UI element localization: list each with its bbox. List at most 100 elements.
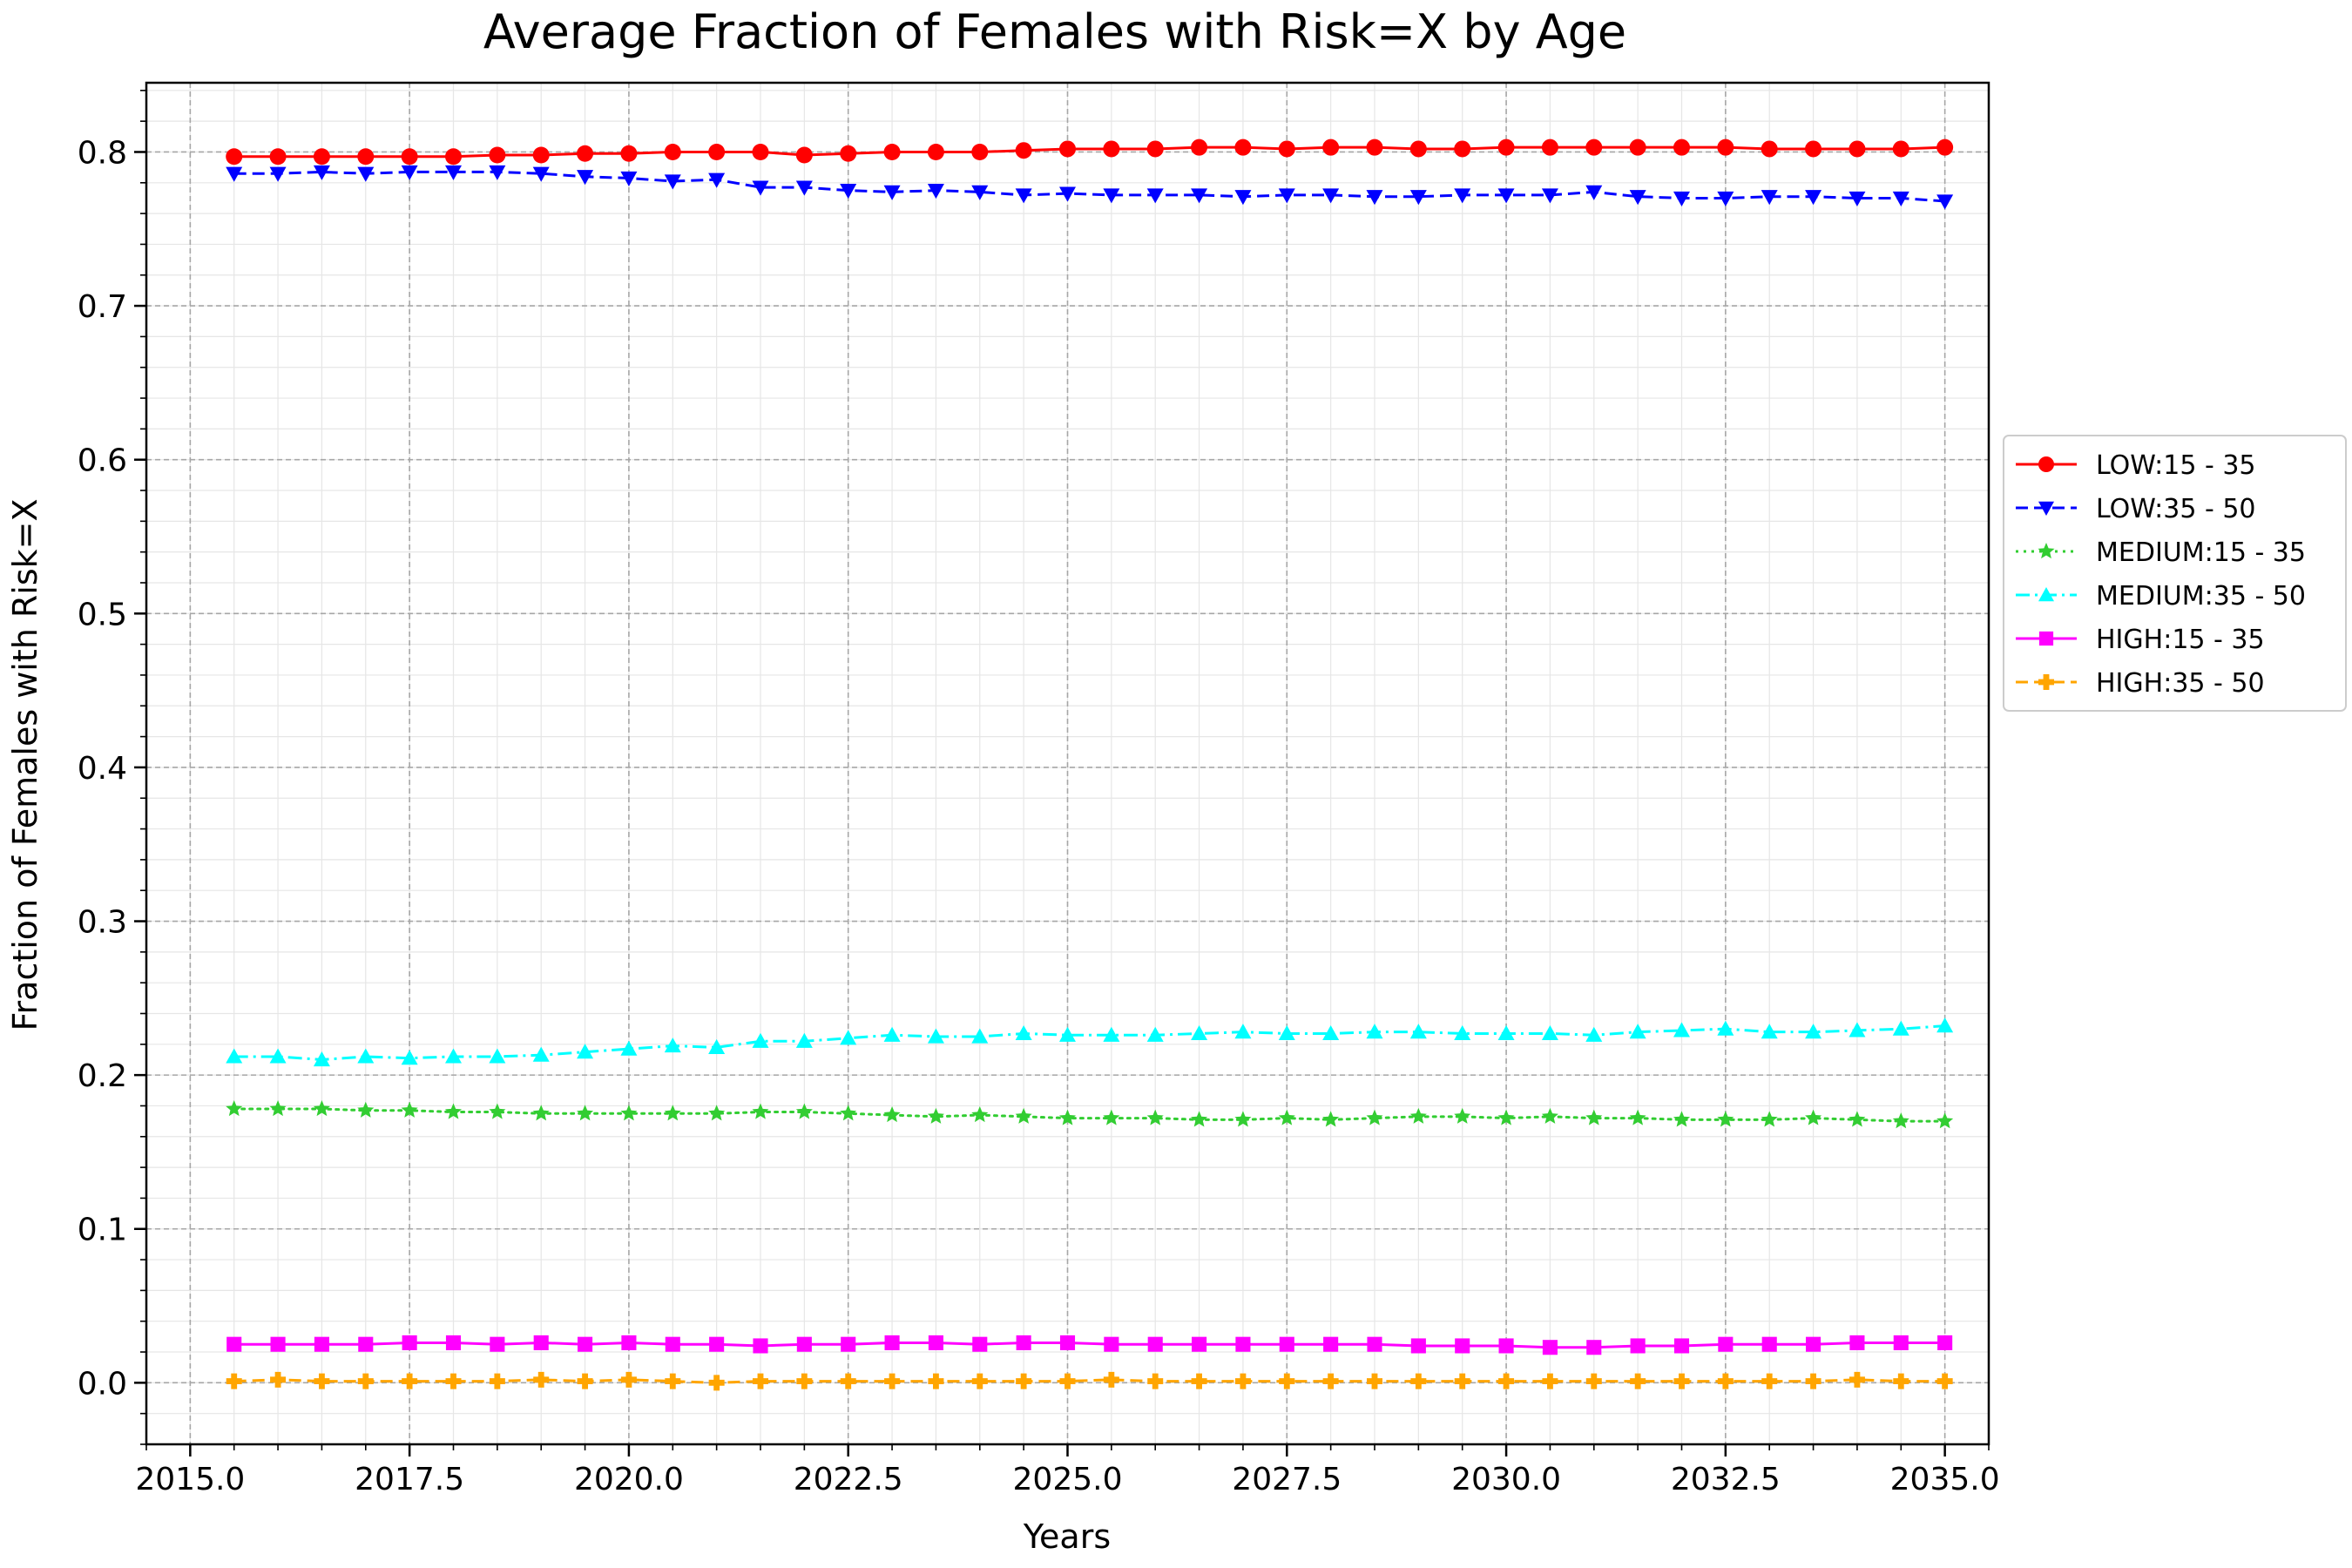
data-point	[489, 1048, 506, 1064]
data-point	[1454, 188, 1471, 204]
series-line	[233, 1378, 1945, 1384]
data-point	[1146, 140, 1164, 158]
data-point	[445, 165, 462, 180]
data-point	[664, 143, 681, 160]
data-point	[313, 165, 330, 180]
x-tick-label: 2027.5	[1232, 1462, 1342, 1497]
data-point	[1015, 1107, 1032, 1124]
data-point	[884, 1335, 900, 1350]
series-2	[226, 165, 1954, 210]
series-3	[226, 1099, 1954, 1129]
data-point	[1585, 1109, 1603, 1125]
data-point	[577, 1044, 594, 1059]
data-point	[1673, 1022, 1690, 1037]
data-point	[1761, 1373, 1778, 1389]
data-point	[314, 1336, 329, 1352]
data-point	[840, 145, 857, 162]
legend: LOW:15 - 35 LOW:35 - 50 MEDIUM:15 - 35 MEDI…	[2003, 435, 2347, 712]
data-point	[840, 184, 857, 199]
y-axis-label: Fraction of Females with Risk=X	[6, 498, 44, 1031]
data-point	[1805, 1024, 1822, 1039]
data-point	[928, 1373, 944, 1389]
data-point	[313, 1051, 330, 1067]
data-point	[1279, 1373, 1295, 1389]
data-point	[1498, 1373, 1515, 1389]
data-point	[1322, 1373, 1339, 1389]
y-tick-label: 0.3	[78, 905, 127, 941]
y-tick-label: 0.1	[78, 1213, 127, 1248]
legend-label: MEDIUM:35 - 50	[2096, 581, 2306, 612]
data-point	[795, 1032, 813, 1048]
series-group	[226, 139, 1954, 1391]
x-tick-label: 2022.5	[794, 1462, 903, 1497]
data-point	[1367, 1336, 1382, 1352]
data-point	[1892, 140, 1909, 158]
data-point	[444, 1103, 463, 1119]
data-point	[1586, 1340, 1602, 1355]
data-point	[927, 1107, 944, 1124]
x-tick-label: 2025.0	[1013, 1462, 1123, 1497]
data-point	[1717, 1020, 1734, 1036]
data-point	[1673, 1338, 1690, 1354]
data-point	[1541, 1024, 1558, 1041]
data-point	[1585, 185, 1603, 200]
data-point	[841, 1336, 856, 1352]
data-point	[1015, 188, 1032, 204]
data-point	[1366, 190, 1383, 206]
data-point	[1936, 1373, 1953, 1389]
data-point	[1147, 1373, 1164, 1389]
data-point	[1015, 142, 1032, 159]
data-point	[971, 1373, 988, 1389]
data-point	[1234, 1111, 1252, 1127]
data-point	[708, 172, 726, 188]
data-point	[884, 1373, 901, 1389]
data-point	[1541, 139, 1558, 156]
data-point	[226, 166, 243, 182]
data-point	[971, 1028, 989, 1044]
data-point	[1059, 1026, 1076, 1042]
data-point	[1893, 1373, 1909, 1389]
data-point	[753, 1373, 768, 1389]
data-point	[1761, 190, 1778, 206]
series-4	[226, 1017, 1954, 1067]
data-point	[357, 148, 375, 166]
data-point	[1937, 1335, 1953, 1350]
data-point	[1410, 1373, 1427, 1389]
data-point	[664, 174, 681, 190]
data-point	[1191, 1024, 1208, 1041]
legend-item: HIGH:15 - 35	[2016, 625, 2265, 655]
data-point	[1234, 1024, 1252, 1039]
data-point	[1805, 1373, 1821, 1389]
data-point	[1367, 1373, 1382, 1389]
data-point	[1192, 1336, 1207, 1352]
data-point	[1717, 1111, 1734, 1127]
data-point	[1059, 1335, 1076, 1350]
legend-label: LOW:35 - 50	[2096, 494, 2256, 524]
legend-marker	[2038, 631, 2054, 646]
data-point	[1323, 1336, 1339, 1352]
data-point	[1585, 1026, 1603, 1042]
x-axis-label: Years	[1023, 1517, 1111, 1556]
data-point	[226, 148, 243, 166]
plot-area	[145, 81, 1990, 1446]
legend-item: MEDIUM:35 - 50	[2016, 581, 2306, 612]
data-point	[1717, 1373, 1734, 1389]
data-point	[1673, 139, 1690, 156]
data-point	[1322, 139, 1340, 156]
data-point	[1629, 1109, 1646, 1125]
data-point	[883, 185, 901, 200]
y-tick-label: 0.8	[78, 135, 127, 171]
data-point	[1366, 139, 1383, 156]
data-point	[489, 1103, 506, 1119]
data-point	[357, 1373, 374, 1389]
data-point	[1234, 190, 1252, 206]
series-line	[233, 170, 1945, 203]
data-point	[357, 1101, 375, 1118]
legend-box	[2003, 435, 2347, 712]
data-point	[1322, 1024, 1340, 1041]
x-tick-label: 2030.0	[1451, 1462, 1561, 1497]
data-point	[1761, 1111, 1778, 1127]
data-point	[1016, 1373, 1032, 1389]
data-point	[1103, 1026, 1120, 1042]
data-point	[927, 1028, 944, 1044]
